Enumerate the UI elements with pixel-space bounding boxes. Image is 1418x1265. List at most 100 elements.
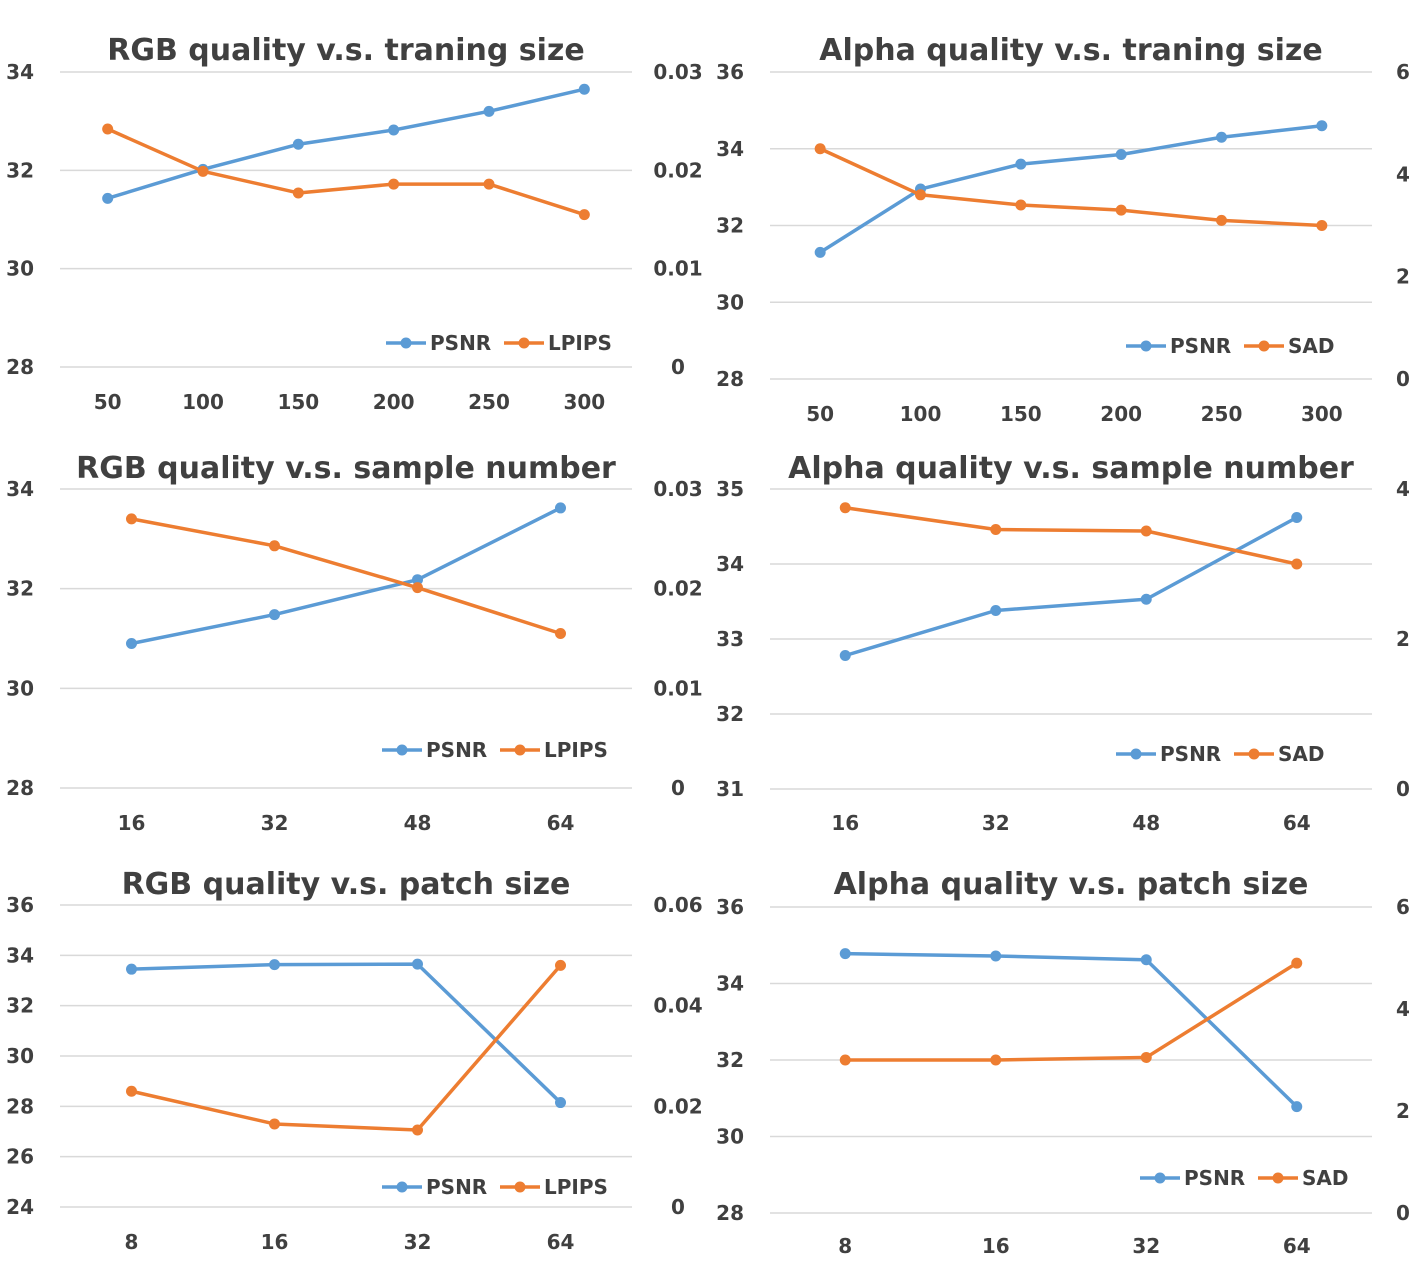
- legend-label: PSNR: [426, 738, 487, 762]
- data-point-lpips: [555, 628, 566, 640]
- legend-swatch-marker: [1248, 748, 1260, 760]
- data-point-lpips: [269, 540, 280, 552]
- y-tick-label: 28: [6, 776, 34, 800]
- data-point-sad: [1140, 525, 1152, 537]
- y2-tick-label: 0: [671, 355, 685, 379]
- data-point-lpips: [412, 582, 423, 594]
- x-tick-label: 64: [1283, 811, 1311, 835]
- legend-swatch-marker: [1258, 340, 1270, 352]
- y-tick-label: 28: [6, 1094, 34, 1118]
- y-tick-label: 28: [716, 1201, 744, 1225]
- y-tick-label: 32: [716, 702, 744, 726]
- data-point-lpips: [555, 959, 566, 971]
- x-tick-label: 32: [1132, 1234, 1160, 1258]
- data-point-sad: [990, 1054, 1002, 1066]
- data-point-psnr: [555, 502, 566, 514]
- y-tick-label: 34: [6, 943, 34, 967]
- data-point-lpips: [292, 187, 304, 199]
- y2-tick-label: 2: [1396, 1099, 1410, 1123]
- data-point-sad: [1140, 1051, 1152, 1063]
- series-line-psnr: [131, 962, 562, 1104]
- legend-swatch-marker: [396, 744, 408, 756]
- data-point-lpips: [483, 178, 495, 190]
- data-point-psnr: [126, 963, 137, 975]
- data-point-psnr: [1015, 158, 1027, 170]
- data-point-sad: [1115, 204, 1127, 216]
- x-tick-label: 300: [563, 390, 605, 414]
- data-point-psnr: [126, 637, 137, 649]
- x-tick-label: 300: [1301, 402, 1343, 426]
- series-line-psnr: [107, 87, 585, 201]
- y2-tick-label: 6: [1396, 60, 1410, 84]
- data-point-sad: [1216, 214, 1227, 226]
- chart-panel: RGB quality v.s. sample number 28 30 32 34 0 0…: [6, 451, 703, 835]
- x-tick-label: 150: [277, 390, 319, 414]
- data-point-sad: [915, 189, 926, 201]
- data-point-psnr: [388, 124, 400, 136]
- legend-swatch-marker: [514, 1181, 526, 1193]
- data-point-lpips: [197, 165, 209, 177]
- chart-title: Alpha quality v.s. patch size: [834, 867, 1309, 902]
- y2-tick-label: 4: [1396, 997, 1410, 1021]
- y2-tick-label: 0: [671, 1195, 685, 1219]
- series-line-psnr: [131, 506, 562, 646]
- x-tick-label: 100: [182, 390, 224, 414]
- data-point-psnr: [839, 948, 851, 960]
- data-point-sad: [1291, 558, 1303, 570]
- x-tick-label: 48: [1132, 811, 1160, 835]
- x-tick-label: 200: [373, 390, 415, 414]
- data-point-psnr: [1291, 1101, 1303, 1113]
- data-point-sad: [839, 502, 851, 514]
- y-tick-label: 34: [6, 477, 34, 501]
- data-point-psnr: [1316, 120, 1328, 132]
- x-tick-label: 16: [831, 811, 859, 835]
- data-point-sad: [1316, 220, 1328, 231]
- x-tick-label: 200: [1100, 402, 1142, 426]
- y2-tick-label: 0.06: [653, 893, 702, 917]
- chart-title: Alpha quality v.s. traning size: [819, 33, 1322, 68]
- data-point-psnr: [269, 959, 280, 971]
- legend-label: PSNR: [430, 331, 491, 355]
- data-point-psnr: [1115, 149, 1127, 161]
- legend-swatch-marker: [1272, 1172, 1284, 1184]
- legend-label: PSNR: [1184, 1166, 1245, 1190]
- chart-panel: RGB quality v.s. traning size 28 30 32 34 0 0.…: [6, 33, 703, 414]
- data-point-psnr: [578, 83, 590, 95]
- x-tick-label: 250: [1201, 402, 1243, 426]
- x-tick-label: 50: [94, 390, 122, 414]
- y2-tick-label: 0.03: [653, 477, 702, 501]
- y-tick-label: 26: [6, 1145, 34, 1169]
- y-tick-label: 34: [716, 137, 744, 161]
- y2-tick-label: 0: [1396, 1201, 1410, 1225]
- data-point-psnr: [269, 609, 280, 621]
- y-tick-label: 36: [716, 60, 744, 84]
- x-tick-label: 32: [982, 811, 1010, 835]
- y2-tick-label: 0.02: [653, 577, 702, 601]
- y-tick-label: 30: [6, 676, 34, 700]
- chart-panel: Alpha quality v.s. sample number 31 32 33 34…: [716, 451, 1410, 835]
- y2-tick-label: 0: [1396, 367, 1410, 391]
- legend-label: PSNR: [1160, 742, 1221, 766]
- legend-label: SAD: [1278, 742, 1324, 766]
- y-tick-label: 30: [716, 1125, 744, 1149]
- y-tick-label: 32: [6, 577, 34, 601]
- legend-label: LPIPS: [548, 331, 612, 355]
- y-tick-label: 36: [716, 895, 744, 919]
- x-tick-label: 16: [118, 811, 146, 835]
- chart-title: RGB quality v.s. patch size: [122, 867, 571, 902]
- series-line-lpips: [106, 127, 585, 217]
- legend-label: LPIPS: [544, 1175, 608, 1199]
- y2-tick-label: 0.01: [653, 676, 702, 700]
- data-point-sad: [1015, 199, 1027, 211]
- y2-tick-label: 0.02: [653, 1094, 702, 1118]
- legend-label: SAD: [1302, 1166, 1348, 1190]
- legend-swatch-marker: [1154, 1172, 1166, 1184]
- data-point-sad: [839, 1054, 851, 1066]
- chart-title: RGB quality v.s. sample number: [76, 451, 616, 486]
- y-tick-label: 32: [6, 158, 34, 182]
- x-tick-label: 64: [547, 811, 575, 835]
- y-tick-label: 28: [6, 355, 34, 379]
- data-point-lpips: [269, 1118, 280, 1130]
- data-point-lpips: [126, 1085, 137, 1097]
